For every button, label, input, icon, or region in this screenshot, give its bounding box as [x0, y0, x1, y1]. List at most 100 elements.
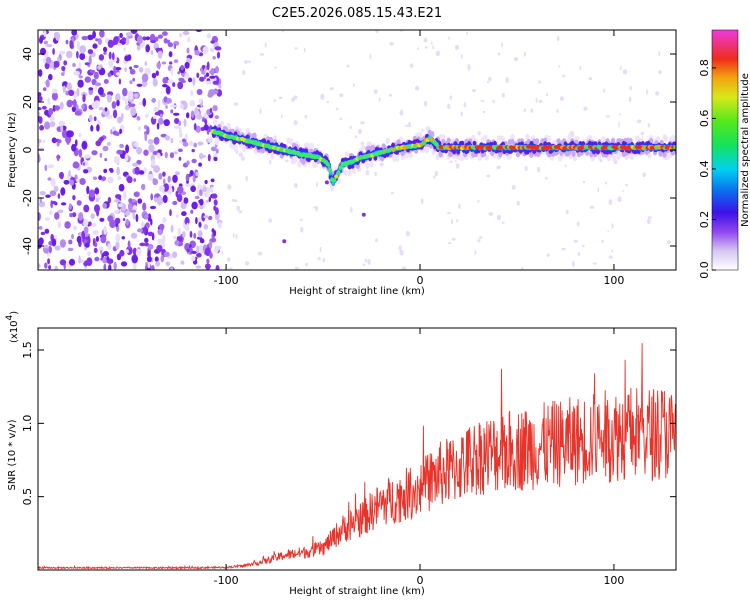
signal-band [635, 135, 640, 142]
noise-blob [42, 245, 49, 249]
noise-blob [124, 98, 128, 106]
noise-blob [167, 42, 174, 48]
signal-band [662, 151, 667, 158]
noise-blob [107, 243, 112, 250]
snr-x-tick-label: 100 [603, 574, 624, 587]
noise-speck [455, 163, 460, 169]
noise-blob [158, 185, 165, 192]
noise-blob [103, 79, 109, 84]
noise-blob [209, 240, 213, 249]
noise-blob [211, 193, 218, 199]
noise-blob [164, 151, 168, 159]
noise-speck [358, 128, 362, 135]
noise-blob [183, 118, 187, 127]
noise-speck [454, 159, 457, 163]
noise-speck [248, 60, 251, 63]
noise-blob [62, 85, 66, 93]
noise-blob [99, 30, 105, 38]
noise-blob [196, 114, 203, 120]
noise-blob [72, 63, 76, 67]
noise-speck [329, 87, 334, 91]
noise-speck [273, 99, 276, 103]
heatmap-x-tick-label: 100 [603, 274, 624, 287]
noise-blob [73, 70, 80, 76]
noise-blob [44, 121, 51, 130]
signal-band [610, 137, 616, 144]
noise-blob [201, 65, 206, 69]
noise-blob [68, 239, 73, 245]
noise-blob [153, 165, 161, 173]
noise-blob [113, 65, 116, 75]
noise-blob [142, 97, 147, 107]
noise-blob [195, 171, 199, 177]
noise-speck [226, 257, 231, 262]
noise-blob [191, 148, 195, 153]
noise-speck [556, 109, 559, 113]
noise-blob [44, 62, 50, 70]
noise-blob [61, 72, 65, 76]
noise-speck [326, 100, 330, 104]
noise-blob [51, 238, 57, 247]
noise-blob [127, 240, 131, 250]
noise-speck [607, 230, 610, 233]
noise-blob [67, 247, 74, 252]
noise-speck [618, 121, 620, 128]
noise-blob [84, 62, 90, 66]
noise-speck [658, 51, 661, 57]
noise-blob [204, 179, 208, 185]
noise-blob [159, 223, 165, 230]
snr-y-ticks: 0.5 1.0 1.5 [21, 341, 676, 505]
noise-blob [38, 116, 43, 124]
noise-blob [78, 133, 82, 137]
snr-y-tick-label: 1.5 [21, 341, 34, 359]
noise-blob [178, 126, 182, 136]
noise-blob [156, 244, 163, 252]
snr-scale-close: ) [9, 311, 20, 315]
noise-blob [204, 74, 207, 80]
noise-blob [98, 175, 103, 181]
noise-speck [281, 114, 283, 119]
noise-blob [178, 156, 182, 161]
noise-blob [199, 76, 205, 82]
noise-speck [458, 203, 461, 209]
noise-speck [349, 125, 352, 129]
noise-speck [320, 93, 325, 100]
noise-blob [165, 85, 171, 95]
noise-blob [177, 227, 181, 236]
noise-blob [77, 79, 84, 88]
noise-blob [115, 72, 121, 76]
noise-blob [216, 51, 221, 59]
noise-blob [199, 154, 207, 158]
noise-blob [198, 98, 202, 104]
noise-speck [404, 124, 410, 127]
noise-blob [48, 108, 54, 116]
noise-blob [99, 152, 103, 158]
noise-blob [170, 68, 174, 76]
noise-blob [179, 104, 184, 109]
noise-blob [66, 99, 73, 108]
noise-blob [64, 221, 71, 229]
snr-scale-exp: 4 [5, 314, 15, 320]
noise-speck [622, 69, 628, 75]
noise-speck [513, 57, 519, 62]
noise-blob [133, 93, 139, 99]
signal-band [347, 170, 352, 177]
noise-speck [414, 85, 420, 91]
noise-blob [135, 213, 139, 223]
noise-blob [69, 40, 74, 49]
noise-blob [132, 263, 137, 270]
colorbar-tick-label: 0.8 [698, 59, 711, 77]
noise-speck [339, 117, 343, 121]
signal-core [336, 170, 341, 175]
signal-core [327, 168, 333, 172]
noise-blob [163, 38, 168, 44]
noise-speck [477, 131, 481, 136]
noise-blob [72, 225, 78, 231]
signal-band [441, 134, 446, 141]
noise-blob [83, 218, 89, 227]
noise-blob [174, 118, 180, 124]
noise-blob [66, 130, 73, 138]
noise-blob [193, 232, 197, 239]
noise-speck [244, 60, 249, 64]
noise-blob [169, 61, 173, 65]
